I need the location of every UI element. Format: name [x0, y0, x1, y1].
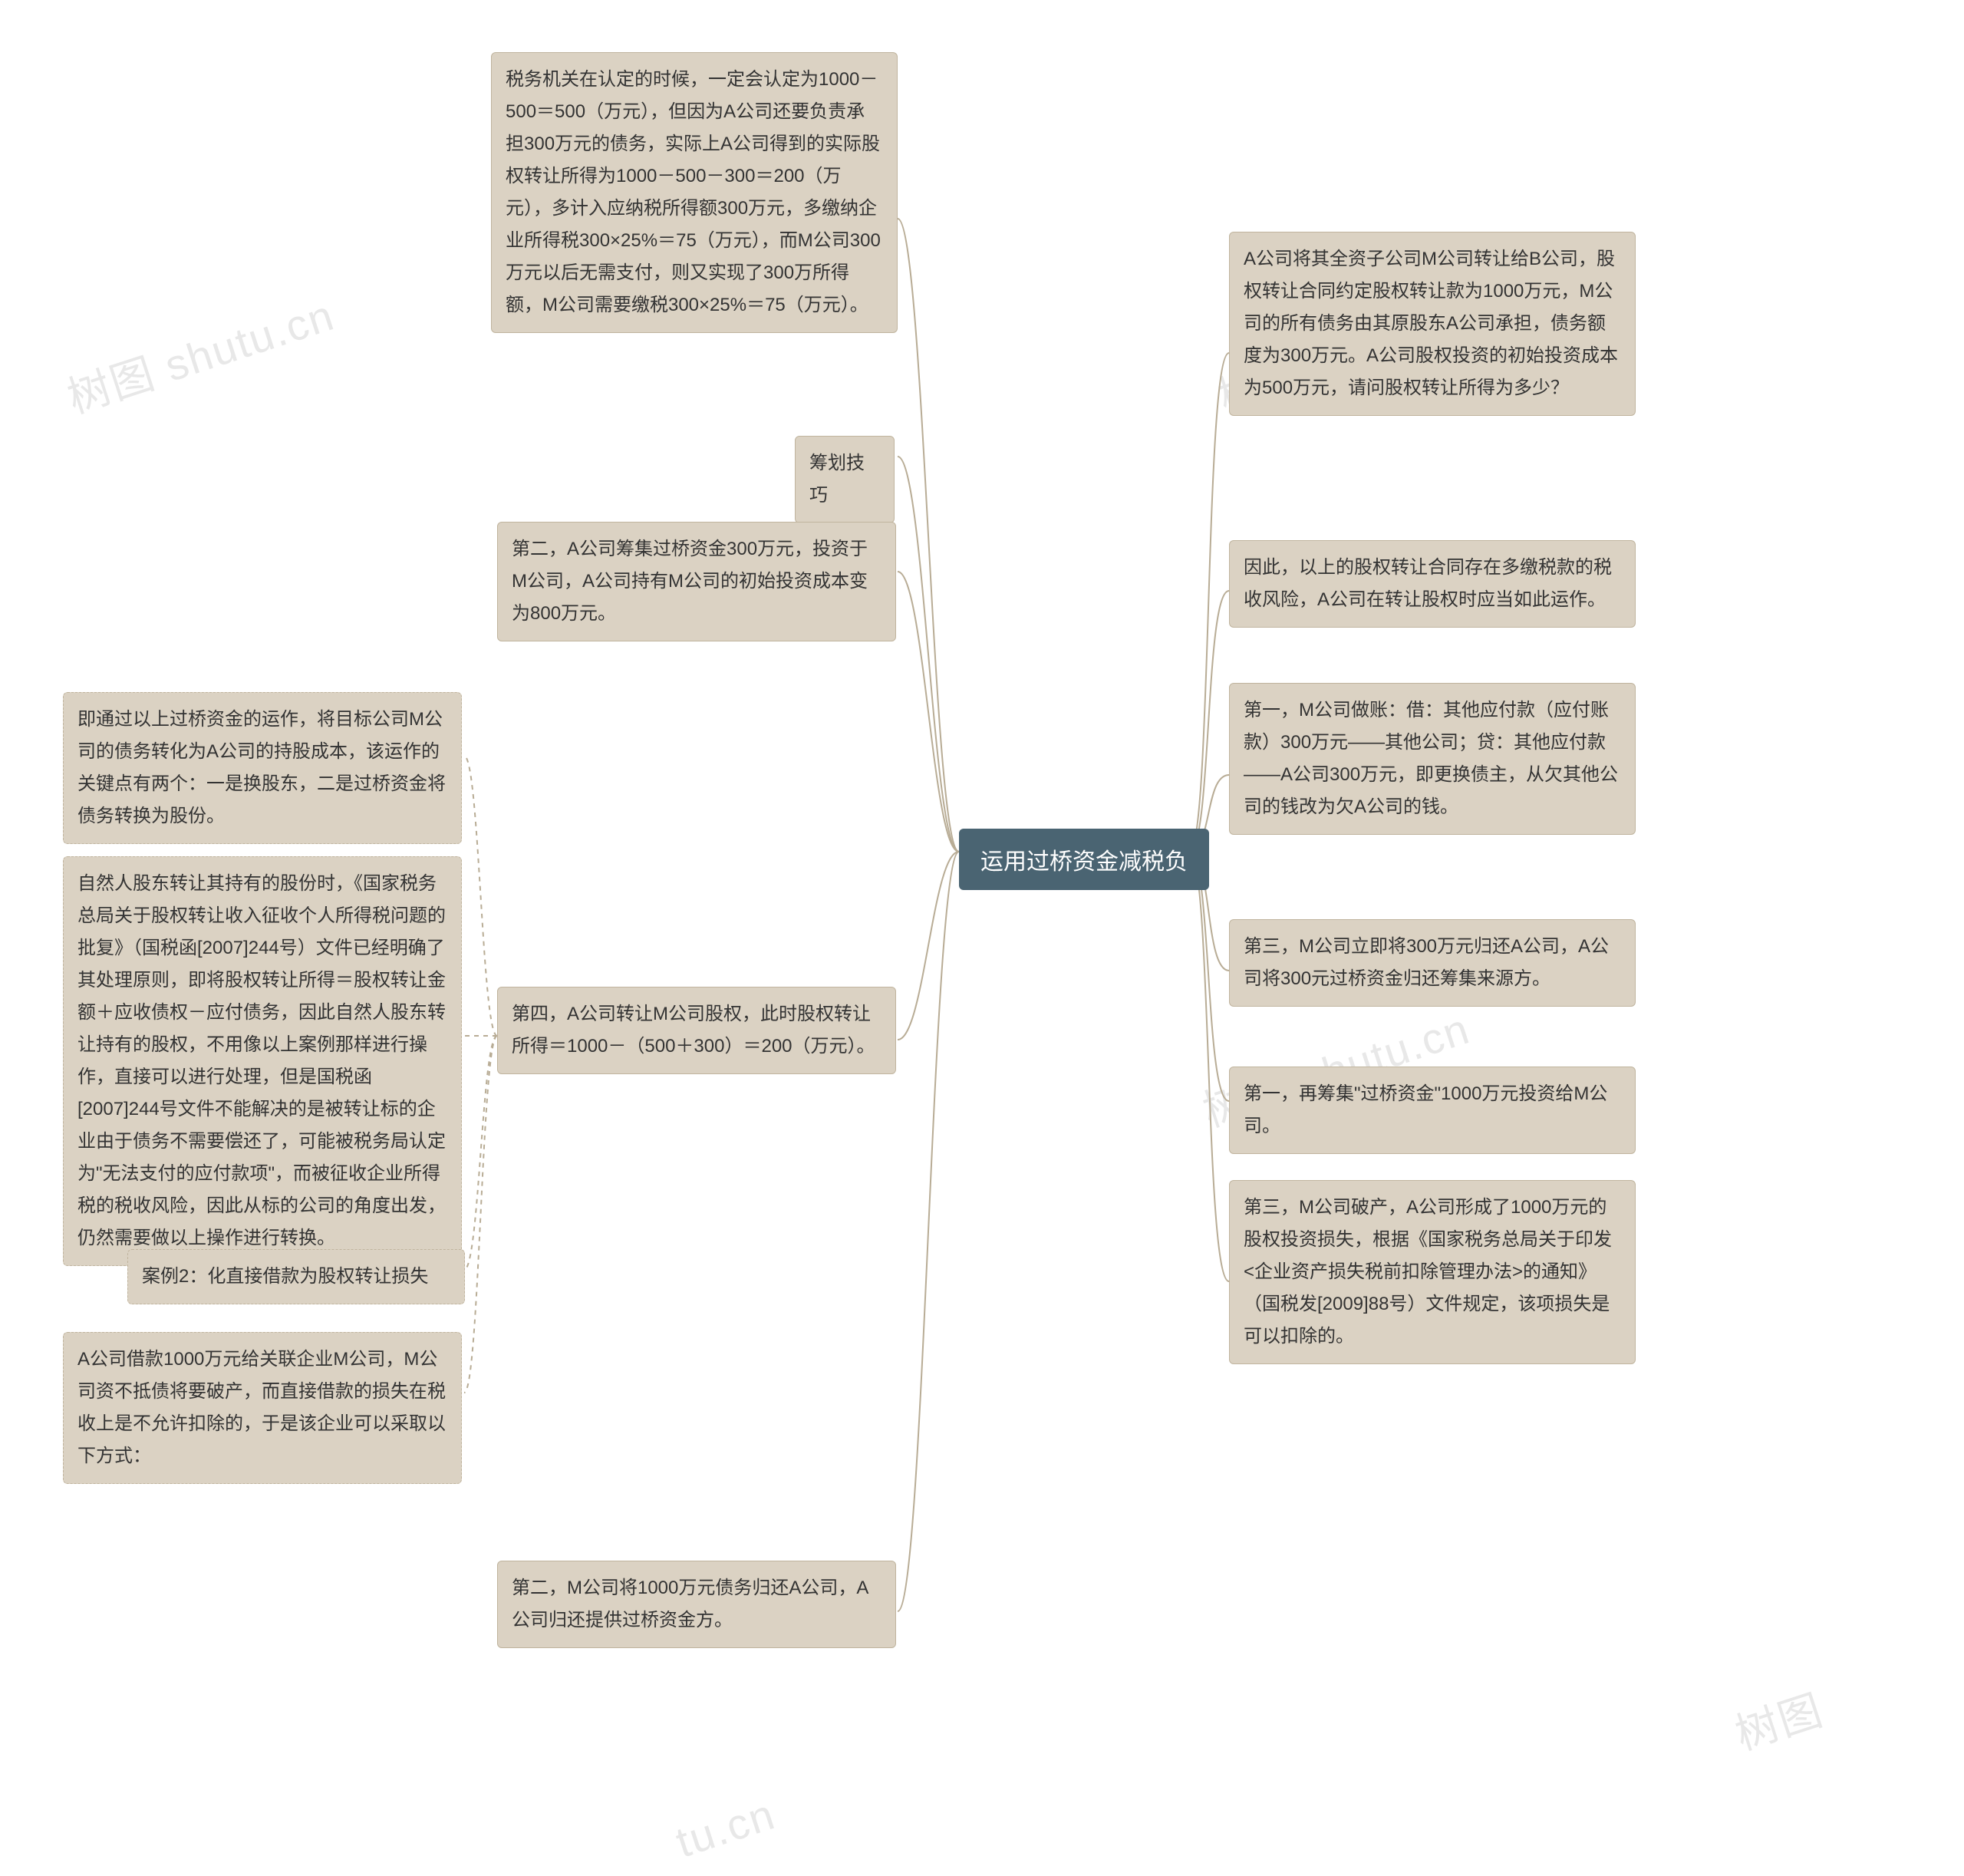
node-r1: A公司将其全资子公司M公司转让给B公司，股权转让合同约定股权转让款为1000万元…: [1229, 232, 1636, 416]
node-r5: 第一，再筹集"过桥资金"1000万元投资给M公司。: [1229, 1067, 1636, 1154]
node-l1: 税务机关在认定的时候，一定会认定为1000－500＝500（万元），但因为A公司…: [491, 52, 898, 333]
node-l6: 第四，A公司转让M公司股权，此时股权转让所得＝1000－（500＋300）＝20…: [497, 987, 896, 1074]
node-r4: 第三，M公司立即将300万元归还A公司，A公司将300元过桥资金归还筹集来源方。: [1229, 919, 1636, 1007]
watermark: 树图: [1726, 1676, 1830, 1762]
node-l8: A公司借款1000万元给关联企业M公司，M公司资不抵债将要破产，而直接借款的损失…: [63, 1332, 462, 1484]
watermark: tu.cn: [670, 1789, 781, 1867]
node-r3: 第一，M公司做账：借：其他应付款（应付账款）300万元——其他公司；贷：其他应付…: [1229, 683, 1636, 835]
node-l7: 案例2：化直接借款为股权转让损失: [127, 1249, 465, 1304]
node-r2: 因此，以上的股权转让合同存在多缴税款的税收风险，A公司在转让股权时应当如此运作。: [1229, 540, 1636, 628]
watermark: 树图 shutu.cn: [58, 281, 341, 426]
node-l9: 第二，M公司将1000万元债务归还A公司，A公司归还提供过桥资金方。: [497, 1561, 896, 1648]
node-l2: 筹划技巧: [795, 436, 895, 523]
node-l5: 自然人股东转让其持有的股份时，《国家税务总局关于股权转让收入征收个人所得税问题的…: [63, 856, 462, 1266]
node-l3: 第二，A公司筹集过桥资金300万元，投资于M公司，A公司持有M公司的初始投资成本…: [497, 522, 896, 641]
node-l4: 即通过以上过桥资金的运作，将目标公司M公司的债务转化为A公司的持股成本，该运作的…: [63, 692, 462, 844]
center-node: 运用过桥资金减税负: [959, 829, 1209, 890]
node-r6: 第三，M公司破产，A公司形成了1000万元的股权投资损失，根据《国家税务总局关于…: [1229, 1180, 1636, 1364]
